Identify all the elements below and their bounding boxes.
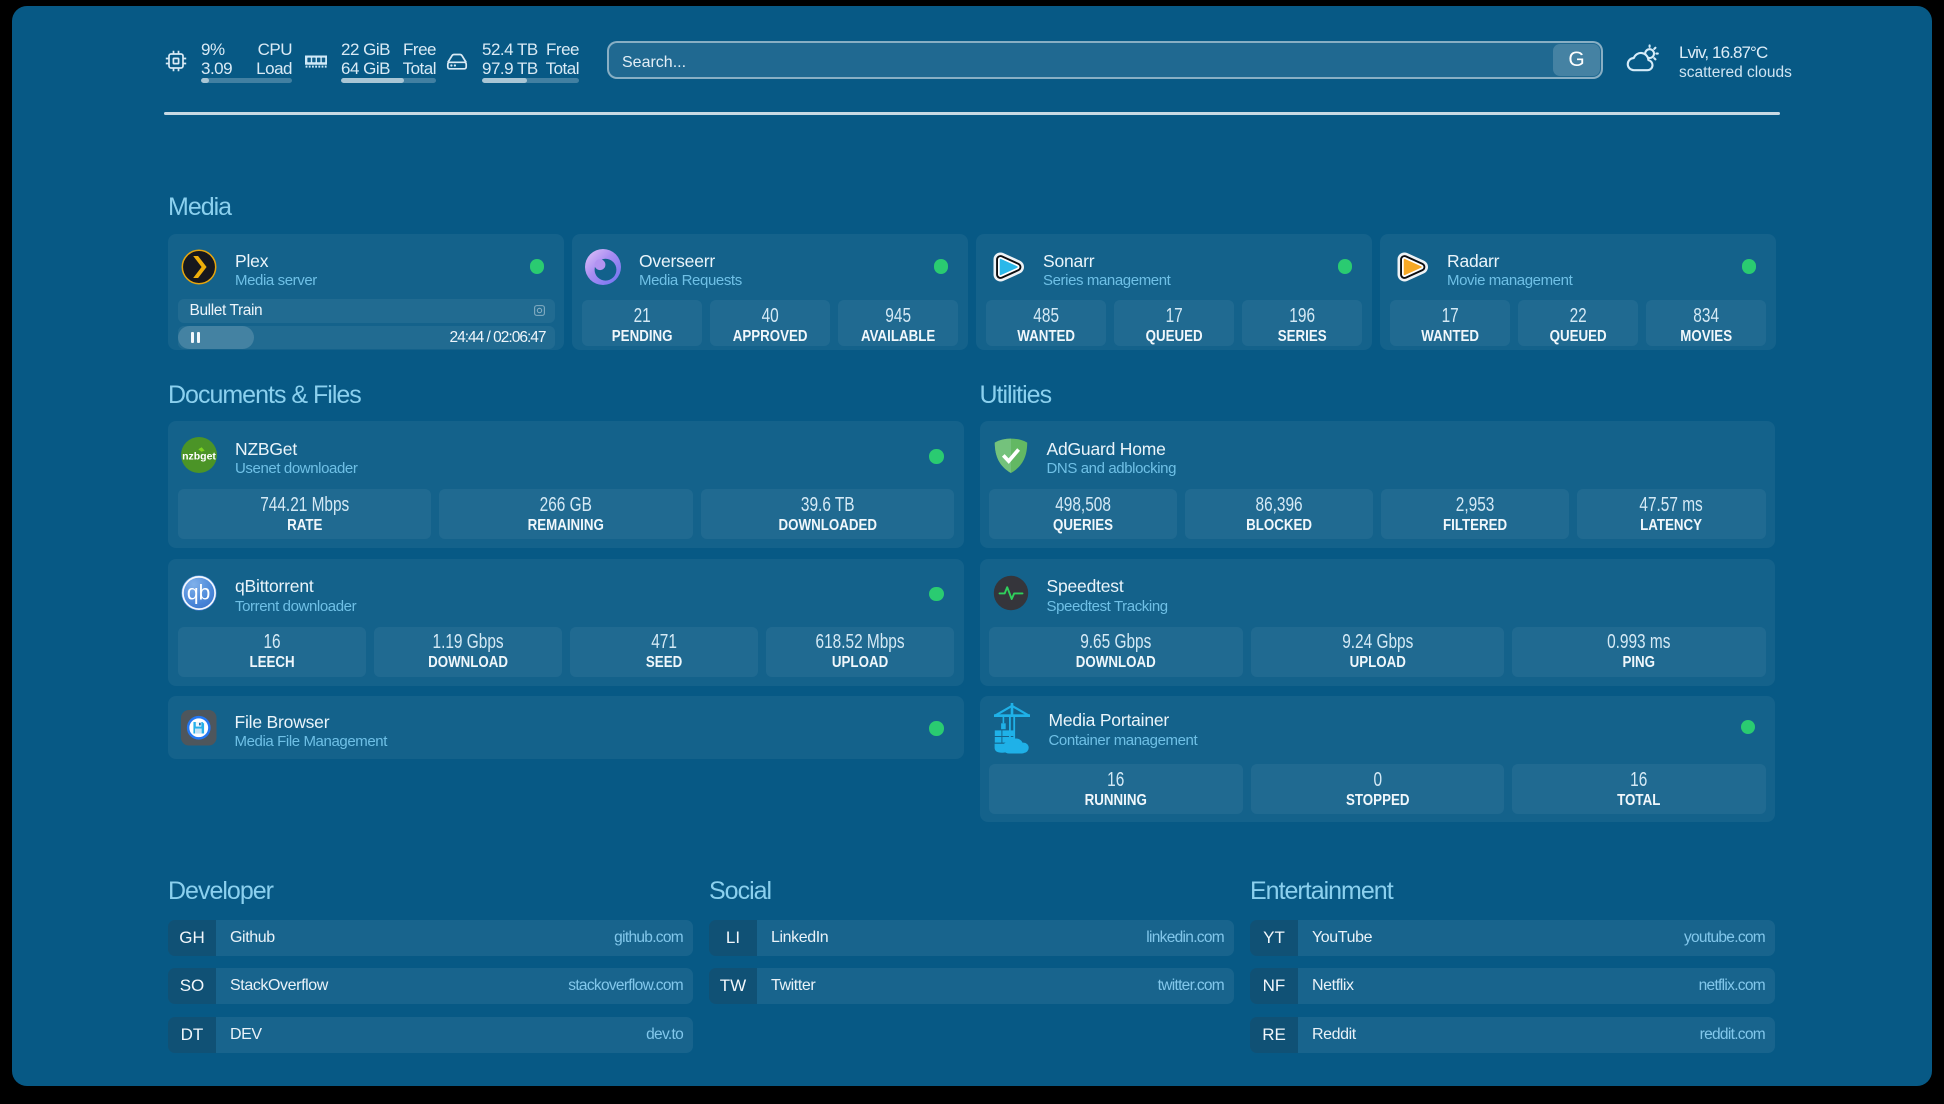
svg-text:qb: qb: [187, 581, 210, 604]
svg-text:nzbget: nzbget: [182, 451, 216, 463]
